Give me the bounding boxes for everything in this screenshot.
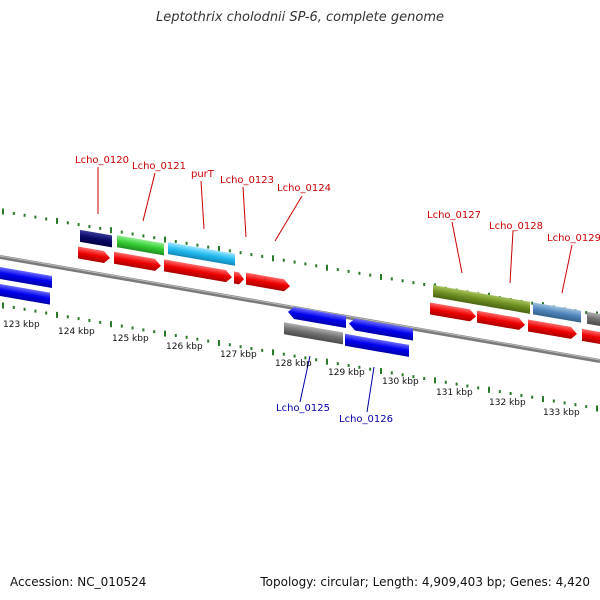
gene-feature-purt[interactable] (168, 242, 235, 266)
scale-label: 124 kbp (58, 327, 95, 337)
gene-label-lcho-0129[interactable]: Lcho_0129 (547, 233, 600, 244)
gene-arrow-3[interactable] (164, 259, 232, 283)
gene-arrow-rev-4[interactable] (349, 317, 413, 341)
map-title: Leptothrix cholodnii SP-6, complete geno… (156, 10, 444, 25)
scale-label: 125 kbp (112, 334, 149, 344)
gene-arrow-rev-2[interactable] (0, 284, 50, 305)
gene-feature-lcho-0126[interactable] (345, 333, 409, 357)
gene-feature-lcho-0129[interactable] (587, 311, 600, 326)
gene-label-lcho-0126[interactable]: Lcho_0126 (339, 414, 393, 425)
gene-label-purt[interactable]: purT (191, 169, 215, 180)
scale-label: 132 kbp (489, 398, 526, 408)
leader-lcho-0123 (242, 186, 247, 238)
gene-arrow-rev-1[interactable] (0, 267, 52, 289)
gene-label-lcho-0127[interactable]: Lcho_0127 (427, 210, 481, 221)
leader-lcho-0127 (451, 221, 463, 274)
forward-arrows (78, 246, 600, 344)
gene-arrow-2[interactable] (114, 251, 161, 272)
scale-label: 128 kbp (275, 359, 312, 369)
scale-label: 127 kbp (220, 350, 257, 360)
gene-label-lcho-0120[interactable]: Lcho_0120 (75, 155, 129, 166)
leader-lcho-0125 (299, 355, 311, 403)
leader-lcho-0129 (561, 244, 573, 294)
scale-labels: 123 kbp 124 kbp 125 kbp 126 kbp 127 kbp … (3, 320, 580, 418)
scale-label: 130 kbp (382, 377, 419, 387)
scale-label: 126 kbp (166, 342, 203, 352)
gene-arrow-5[interactable] (246, 272, 290, 293)
gene-arrow-7[interactable] (477, 310, 525, 331)
leader-lcho-0126 (366, 366, 375, 413)
gene-arrow-1[interactable] (78, 246, 110, 265)
leader-lcho-0128 (509, 230, 514, 284)
gene-feature-lcho-0120[interactable] (80, 229, 112, 248)
gene-arrow-rev-3[interactable] (288, 306, 346, 328)
lower-tick-track (2, 302, 598, 412)
scale-label: 129 kbp (328, 368, 365, 378)
gene-feature-lcho-0121[interactable] (117, 235, 164, 256)
gene-label-lcho-0128[interactable]: Lcho_0128 (489, 221, 543, 232)
forward-features (80, 229, 600, 326)
scale-label: 123 kbp (3, 320, 40, 330)
gene-arrow-6[interactable] (430, 302, 476, 323)
gene-feature-lcho-0128[interactable] (533, 302, 581, 323)
genome-summary: Topology: circular; Length: 4,909,403 bp… (260, 575, 590, 589)
scale-label: 131 kbp (436, 388, 473, 398)
scale-label: 133 kbp (543, 408, 580, 418)
gene-labels: Lcho_0120 Lcho_0121 purT Lcho_0123 Lcho_… (75, 155, 600, 425)
accession-label: Accession: NC_010524 (10, 575, 147, 589)
gene-label-lcho-0121[interactable]: Lcho_0121 (132, 161, 186, 172)
gene-arrow-4[interactable] (234, 271, 244, 286)
leader-purt (200, 180, 205, 230)
gene-feature-lcho-0125[interactable] (284, 322, 343, 345)
gene-arrow-9[interactable] (582, 328, 600, 344)
leader-lcho-0121 (142, 172, 156, 222)
gene-label-lcho-0123[interactable]: Lcho_0123 (220, 175, 274, 186)
reverse-features (0, 267, 413, 357)
gene-feature-lcho-0127[interactable] (433, 285, 530, 314)
leader-lcho-0124 (274, 195, 303, 242)
gene-arrow-8[interactable] (528, 319, 577, 339)
gene-label-lcho-0125[interactable]: Lcho_0125 (276, 403, 330, 414)
gene-label-lcho-0124[interactable]: Lcho_0124 (277, 183, 331, 194)
